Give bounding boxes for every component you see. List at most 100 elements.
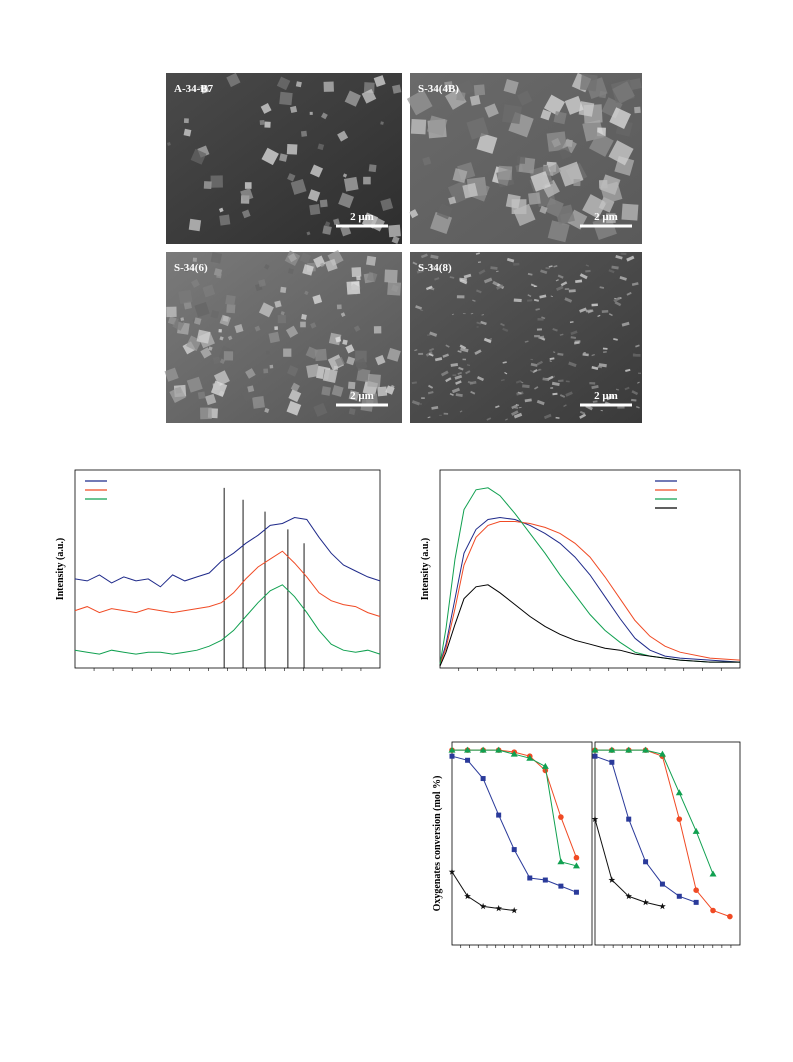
crystal — [511, 404, 518, 410]
marker — [658, 750, 666, 757]
crystal — [190, 279, 200, 288]
crystal — [631, 398, 637, 402]
crystal — [449, 392, 454, 396]
crystal — [573, 178, 581, 187]
crystal — [558, 146, 572, 160]
crystal — [429, 331, 438, 337]
crystal — [511, 410, 519, 416]
crystal — [602, 347, 608, 350]
crystal — [539, 294, 547, 299]
marker — [693, 887, 699, 893]
crystal — [434, 277, 440, 281]
crystal — [513, 412, 523, 419]
crystal — [307, 189, 321, 202]
crystal — [193, 317, 202, 325]
crystal — [348, 390, 360, 401]
crystal — [589, 381, 596, 385]
crystal — [517, 90, 533, 106]
crystal — [428, 347, 435, 352]
crystal — [412, 261, 418, 266]
crystal — [625, 368, 631, 372]
crystal — [386, 347, 401, 362]
crystal — [212, 382, 221, 391]
crystal — [538, 368, 541, 371]
crystal — [241, 209, 251, 219]
crystal — [579, 73, 598, 92]
crystal — [355, 350, 367, 363]
crystal — [304, 290, 309, 296]
crystal — [535, 308, 540, 311]
crystal — [621, 321, 630, 327]
crystal — [456, 91, 466, 102]
crystal — [422, 156, 432, 166]
crystal — [505, 418, 508, 421]
crystal — [226, 72, 241, 88]
crystal — [541, 316, 546, 320]
crystal — [366, 271, 378, 283]
crystal — [624, 386, 630, 391]
crystal — [439, 414, 442, 416]
crystal — [565, 380, 570, 383]
crystal — [268, 331, 280, 344]
crystal — [626, 255, 635, 262]
crystal — [608, 269, 615, 274]
crystal — [219, 214, 231, 226]
crystal — [222, 315, 229, 322]
crystal — [200, 347, 212, 359]
marker — [448, 868, 456, 875]
crystal — [612, 81, 635, 104]
crystal — [547, 220, 570, 243]
crystal — [456, 295, 465, 299]
crystal — [340, 225, 352, 237]
crystal — [343, 176, 359, 192]
crystal — [457, 371, 463, 375]
crystal — [274, 326, 278, 330]
crystal — [288, 389, 302, 403]
crystal — [496, 270, 499, 273]
crystal — [568, 289, 576, 293]
crystal — [369, 216, 385, 232]
crystal — [563, 404, 567, 408]
crystal — [599, 286, 605, 289]
crystal — [626, 291, 632, 296]
crystal — [290, 178, 307, 195]
crystal — [478, 269, 486, 275]
crystal — [449, 276, 455, 279]
plot-frame — [74, 469, 381, 669]
marker — [625, 892, 632, 900]
crystal — [309, 111, 313, 115]
crystal — [260, 103, 272, 114]
crystal — [391, 235, 400, 244]
marker — [542, 877, 548, 883]
crystal — [552, 328, 558, 332]
crystal — [570, 330, 578, 336]
crystal — [203, 181, 212, 190]
crystal — [548, 163, 562, 176]
crystal — [418, 352, 424, 355]
crystal — [197, 391, 206, 400]
crystal — [426, 115, 448, 136]
marker — [526, 754, 534, 761]
marker — [727, 913, 733, 920]
crystal — [502, 361, 507, 364]
crystal — [444, 81, 453, 90]
crystal — [515, 380, 522, 384]
crystal — [313, 402, 328, 417]
sem-label: S-34(8) — [418, 262, 452, 274]
crystal — [609, 107, 632, 129]
crystal — [526, 299, 533, 302]
crystal — [606, 213, 616, 224]
crystal — [340, 312, 346, 317]
crystal — [406, 89, 433, 116]
marker — [541, 762, 549, 769]
crystal — [252, 395, 265, 409]
crystal — [552, 392, 558, 396]
crystal — [477, 261, 482, 263]
marker — [676, 893, 682, 899]
crystal — [428, 384, 434, 389]
crystal — [302, 264, 314, 276]
crystal — [579, 410, 586, 415]
crystal — [608, 313, 613, 317]
marker — [625, 746, 633, 753]
scale-label: 2 μm — [594, 390, 618, 402]
